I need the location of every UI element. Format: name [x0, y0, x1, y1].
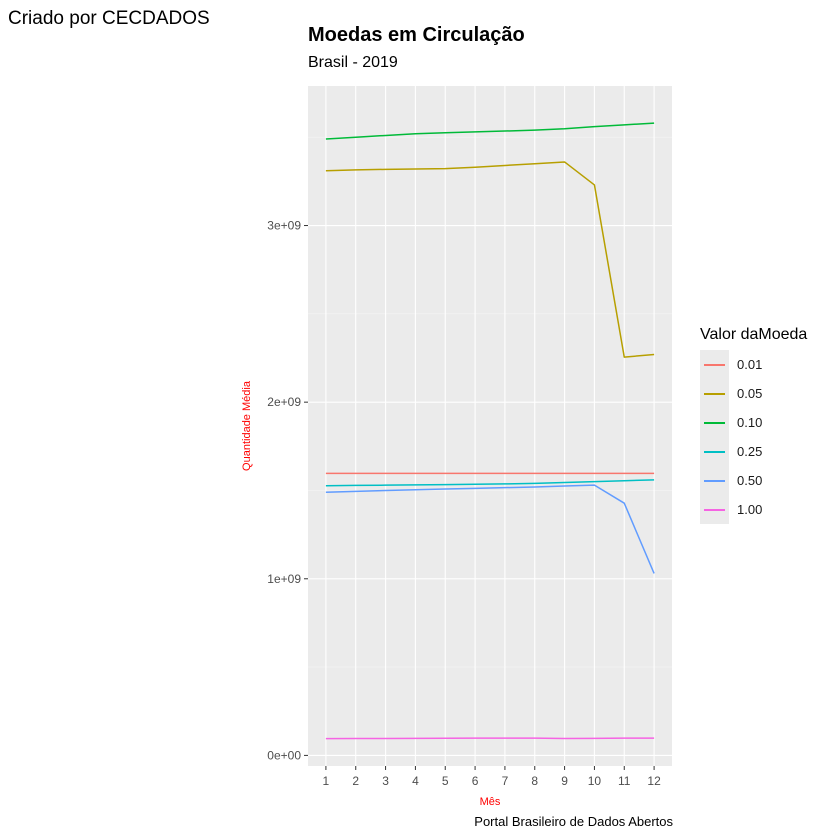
- legend-item: 0.01: [700, 350, 807, 379]
- legend-item: 0.05: [700, 379, 807, 408]
- y-axis: 0e+00 1e+09 2e+09 3e+09: [267, 219, 308, 762]
- legend-item: 0.50: [700, 466, 807, 495]
- x-tick-label: 9: [561, 774, 568, 788]
- legend-key: [700, 379, 729, 408]
- y-axis-label: Quantidade Média: [241, 380, 253, 471]
- legend-title: Valor daMoeda: [700, 326, 808, 343]
- series-line-0-05: [325, 161, 655, 358]
- series-line-0-10: [325, 122, 655, 140]
- legend-label: 0.01: [737, 357, 763, 372]
- x-tick-label: 6: [472, 774, 479, 788]
- legend-label: 0.05: [737, 386, 763, 401]
- created-by-label: Criado por CECDADOS: [8, 8, 210, 29]
- caption: Portal Brasileiro de Dados Abertos: [474, 814, 673, 829]
- legend: Valor daMoeda 0.01 0.05 0.10 0.25 0.50 1.00: [700, 326, 807, 524]
- plot-panel: [308, 86, 672, 766]
- chart-title: Moedas em Circulação: [308, 24, 525, 46]
- legend-key: [700, 408, 729, 437]
- x-tick-label: 10: [588, 774, 602, 788]
- chart-subtitle: Brasil - 2019: [308, 54, 398, 71]
- legend-label: 0.25: [737, 444, 763, 459]
- y-tick-label: 2e+09: [267, 395, 301, 409]
- legend-item: 0.25: [700, 437, 807, 466]
- x-tick-label: 5: [442, 774, 449, 788]
- legend-item: 0.10: [700, 408, 807, 437]
- series-line-0-50: [325, 484, 655, 574]
- x-axis-label: Mês: [480, 796, 501, 808]
- legend-item: 1.00: [700, 495, 807, 524]
- series-line-1-00: [325, 737, 655, 740]
- x-tick-label: 4: [412, 774, 419, 788]
- y-tick-label: 3e+09: [267, 219, 301, 233]
- x-tick-label: 1: [323, 774, 330, 788]
- x-tick-label: 3: [382, 774, 389, 788]
- y-tick-label: 0e+00: [267, 748, 301, 762]
- x-tick-label: 11: [618, 774, 631, 788]
- legend-key: [700, 350, 729, 379]
- major-gridlines: [308, 86, 672, 766]
- legend-label: 1.00: [737, 502, 763, 517]
- series-line-0-25: [325, 479, 655, 487]
- x-tick-label: 7: [502, 774, 509, 788]
- x-tick-label: 8: [531, 774, 538, 788]
- x-tick-label: 2: [352, 774, 359, 788]
- x-tick-label: 12: [647, 774, 661, 788]
- legend-label: 0.50: [737, 473, 763, 488]
- y-tick-label: 1e+09: [267, 572, 301, 586]
- series-lines: [325, 122, 655, 740]
- legend-key: [700, 466, 729, 495]
- legend-key: [700, 495, 729, 524]
- legend-label: 0.10: [737, 415, 763, 430]
- x-axis: 1 2 3 4 5 6 7 8 9 10 11 12: [323, 766, 661, 788]
- legend-key: [700, 437, 729, 466]
- legend-items: 0.01 0.05 0.10 0.25 0.50 1.00: [700, 350, 807, 524]
